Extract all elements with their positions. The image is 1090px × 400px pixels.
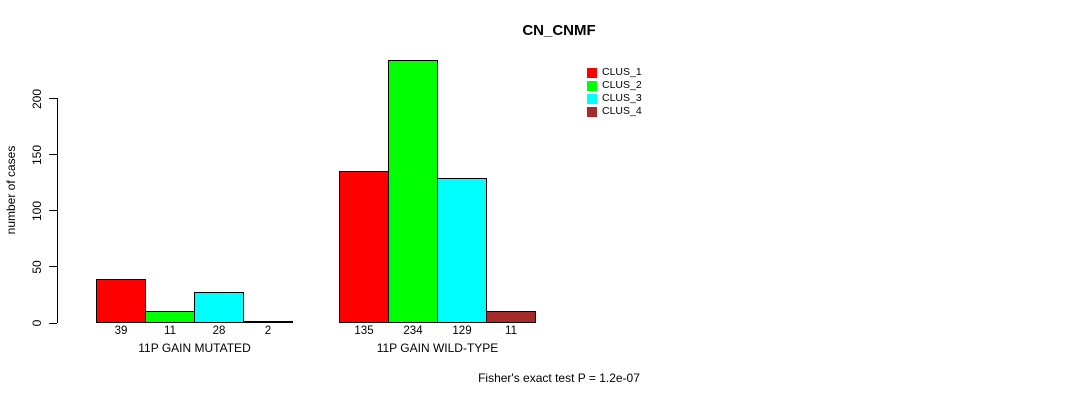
bar-value-label: 11 (164, 325, 176, 337)
legend-swatch (587, 67, 597, 78)
y-tick-label: 200 (30, 88, 44, 109)
bar-value-label: 234 (403, 325, 423, 337)
legend-item-clus_4: CLUS_4 (587, 105, 642, 118)
bar-clus_2-group2 (388, 60, 438, 323)
bar-clus_3-group2 (437, 178, 487, 323)
category-label: 11P GAIN WILD-TYPE (376, 341, 499, 355)
bar-value-label: 129 (452, 325, 472, 337)
legend-item-clus_3: CLUS_3 (587, 92, 642, 105)
category-label: 11P GAIN MUTATED (138, 341, 251, 355)
bar-value-label: 2 (264, 325, 272, 337)
y-tick-label: 0 (30, 319, 44, 327)
y-tick-mark (49, 154, 57, 156)
bar-value-label: 135 (354, 325, 374, 337)
y-tick-mark (49, 210, 57, 212)
y-tick-label: 50 (30, 260, 44, 274)
y-axis-title: number of cases (4, 145, 18, 235)
bar-clus_3-group1 (194, 292, 244, 323)
fisher-test-annotation: Fisher's exact test P = 1.2e-07 (478, 371, 640, 385)
legend-label: CLUS_1 (602, 66, 642, 78)
y-tick-mark (49, 266, 57, 268)
legend-item-clus_2: CLUS_2 (587, 79, 642, 92)
y-tick-mark (49, 98, 57, 99)
bar-value-label: 39 (114, 325, 128, 337)
legend-label: CLUS_3 (602, 92, 642, 104)
legend-item-clus_1: CLUS_1 (587, 66, 642, 79)
chart-title: CN_CNMF (522, 22, 596, 39)
bar-clus_2-group1 (145, 311, 195, 323)
legend-swatch (587, 80, 597, 91)
bar-value-label: 11 (505, 325, 517, 337)
bar-clus_1-group1 (96, 279, 146, 323)
y-tick-mark (49, 322, 57, 324)
bar-value-label: 28 (212, 325, 226, 337)
bar-clus_4-group1 (243, 321, 293, 323)
y-tick-label: 150 (30, 144, 44, 165)
y-axis-line (57, 98, 58, 323)
legend-swatch (587, 93, 597, 104)
legend: CLUS_1 CLUS_2 CLUS_3 CLUS_4 (587, 66, 642, 118)
legend-label: CLUS_4 (602, 105, 642, 117)
bar-clus_1-group2 (339, 171, 389, 323)
legend-swatch (587, 106, 597, 117)
legend-label: CLUS_2 (602, 79, 642, 91)
bar-clus_4-group2 (486, 311, 536, 323)
y-tick-label: 100 (30, 200, 44, 221)
